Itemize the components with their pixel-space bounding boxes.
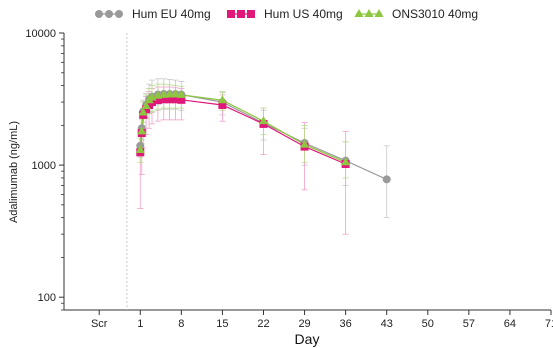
data-point-hum-us-40mg: [218, 101, 227, 110]
x-tick-label: Scr: [91, 318, 108, 330]
y-tick-label: 1000: [32, 160, 56, 172]
data-point-ons3010-40mg: [137, 126, 147, 135]
x-tick-label: 22: [257, 318, 269, 330]
data-point-ons3010-40mg: [141, 101, 151, 110]
data-point-ons3010-40mg: [341, 157, 351, 166]
x-axis-title: Day: [295, 331, 320, 347]
axes: [63, 33, 551, 311]
data-point-hum-eu-40mg: [382, 175, 391, 184]
data-point-hum-us-40mg: [171, 95, 180, 104]
legend-marker: [105, 10, 113, 18]
legend-marker: [247, 10, 255, 18]
legend-marker: [227, 10, 235, 18]
x-tick-label: 43: [381, 318, 393, 330]
data-point-ons3010-40mg: [217, 95, 227, 104]
data-point-ons3010-40mg: [159, 89, 169, 98]
data-point-ons3010-40mg: [165, 89, 175, 98]
series-markers: [135, 89, 391, 184]
x-tick-label: 64: [504, 318, 516, 330]
legend-label: Hum EU 40mg: [132, 7, 211, 21]
data-point-ons3010-40mg: [135, 145, 145, 154]
legend-marker: [95, 10, 103, 18]
legend-marker: [115, 10, 123, 18]
data-point-ons3010-40mg: [176, 89, 186, 98]
legend-item-hum-eu-40mg: Hum EU 40mg: [95, 7, 211, 21]
x-tick-label: 71: [545, 318, 553, 330]
x-tick-label: 57: [463, 318, 475, 330]
x-tick-label: 50: [422, 318, 434, 330]
y-tick-label: 10000: [25, 28, 56, 40]
legend-marker: [364, 9, 374, 17]
legend-item-hum-us-40mg: Hum US 40mg: [227, 7, 343, 21]
data-point-hum-us-40mg: [153, 96, 162, 105]
data-point-hum-us-40mg: [142, 105, 151, 114]
legend-marker: [374, 9, 384, 17]
series-line-ons3010-40mg: [139, 93, 346, 163]
data-point-ons3010-40mg: [170, 89, 180, 98]
data-point-hum-us-40mg: [165, 95, 174, 104]
data-point-ons3010-40mg: [138, 107, 148, 116]
x-tick-label: 8: [178, 318, 184, 330]
x-tick-label: 36: [340, 318, 352, 330]
data-point-hum-us-40mg: [159, 95, 168, 104]
y-ticks: 100 1000 10000: [25, 28, 64, 311]
y-tick-label: 100: [38, 292, 56, 304]
x-tick-label: 15: [216, 318, 228, 330]
data-point-ons3010-40mg: [258, 116, 268, 125]
legend-label: Hum US 40mg: [264, 7, 343, 21]
x-ticks: Scr 1 8 15 22 29 36 43 50 57 64 71: [91, 310, 553, 330]
legend-item-ons3010-40mg: ONS3010 40mg: [354, 7, 478, 21]
legend-label: ONS3010 40mg: [392, 7, 478, 21]
data-point-ons3010-40mg: [300, 139, 310, 148]
legend-marker: [237, 10, 245, 18]
data-point-hum-us-40mg: [177, 95, 186, 104]
y-axis-title: Adalimumab (ng/mL): [8, 121, 20, 223]
x-tick-label: 1: [137, 318, 143, 330]
x-tick-label: 29: [298, 318, 310, 330]
legend-marker: [354, 9, 364, 17]
legend: Hum EU 40mg Hum US 40mg ONS3010 40mg: [95, 7, 478, 21]
